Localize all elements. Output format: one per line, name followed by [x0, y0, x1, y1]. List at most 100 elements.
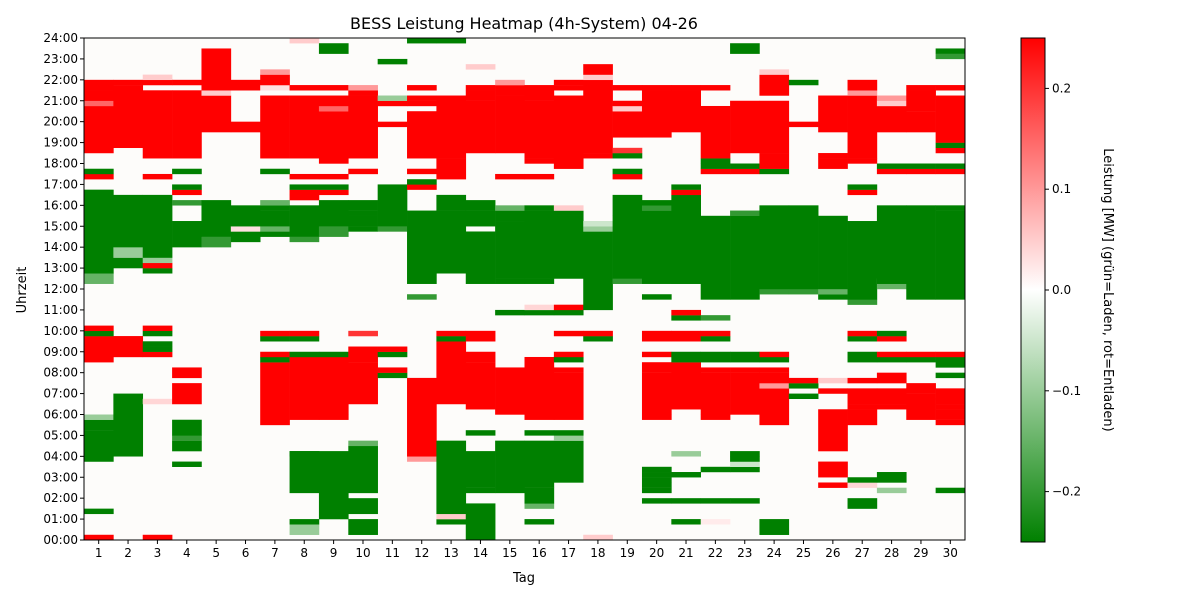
heatmap-cell [876, 163, 907, 169]
heatmap-cell [318, 451, 349, 520]
heatmap-cell [876, 388, 907, 405]
heatmap-cell [495, 173, 525, 180]
heatmap-cell [260, 336, 290, 342]
heatmap-cell [524, 414, 555, 420]
heatmap-cell [583, 534, 613, 541]
heatmap-cell [289, 205, 320, 237]
heatmap-cell [847, 95, 878, 159]
heatmap-cell [759, 289, 790, 295]
heatmap-cell [524, 356, 555, 415]
heatmap-cell [318, 43, 349, 54]
heatmap-cell [524, 210, 555, 279]
x-axis-label: Tag [512, 571, 535, 586]
heatmap-cell [172, 189, 202, 196]
heatmap-cell [318, 200, 349, 227]
x-tick-label: 23 [737, 546, 752, 560]
y-tick-label: 13:00 [43, 261, 78, 275]
heatmap-cell [906, 168, 936, 175]
heatmap-cell [700, 414, 731, 420]
heatmap-cell [465, 85, 496, 91]
chart-title: BESS Leistung Heatmap (4h-System) 04-26 [350, 14, 698, 33]
heatmap-cell [583, 79, 613, 154]
heatmap-cell [759, 69, 790, 75]
heatmap-cell [377, 100, 408, 107]
heatmap-cell [818, 482, 848, 488]
x-tick-label: 6 [242, 546, 250, 560]
heatmap-cell [201, 48, 232, 91]
heatmap-cell [172, 200, 202, 206]
heatmap-cell [759, 356, 790, 363]
heatmap-cell [818, 158, 848, 169]
heatmap-cell [906, 388, 936, 394]
x-tick-label: 20 [649, 546, 664, 560]
heatmap-cell [465, 64, 496, 70]
heatmap-cell [876, 100, 907, 107]
heatmap-cell [935, 388, 966, 400]
heatmap-cell [142, 534, 173, 541]
heatmap-cell [553, 435, 584, 441]
heatmap-cell [583, 221, 613, 227]
heatmap-cell [348, 85, 378, 91]
heatmap-cell [553, 85, 584, 91]
heatmap-cell [700, 105, 731, 117]
heatmap-cell [935, 147, 966, 154]
heatmap-cell [172, 440, 202, 452]
heatmap-cell [289, 173, 320, 180]
heatmap-cell [230, 79, 261, 91]
x-tick-label: 17 [561, 546, 576, 560]
heatmap-cell [142, 173, 173, 180]
heatmap-cell [436, 330, 467, 337]
heatmap-cell [495, 95, 525, 154]
heatmap-cell [906, 163, 936, 169]
heatmap-cell [348, 215, 378, 227]
heatmap-cell [436, 95, 467, 159]
heatmap-cell [407, 210, 437, 274]
y-tick-label: 18:00 [43, 157, 78, 171]
heatmap-cell [407, 111, 437, 117]
heatmap-cell [641, 498, 672, 504]
heatmap-cell [84, 430, 114, 462]
heatmap-cell [348, 205, 378, 211]
heatmap-cell [671, 362, 701, 368]
heatmap-cell [260, 69, 290, 75]
heatmap-cell [318, 356, 349, 415]
heatmap-cell [847, 158, 878, 164]
y-tick-label: 16:00 [43, 198, 78, 212]
heatmap-cell [876, 105, 907, 133]
heatmap-cell [289, 38, 320, 44]
heatmap-cell [495, 309, 525, 316]
heatmap-cell [641, 200, 672, 206]
heatmap-cell [142, 341, 173, 347]
heatmap-cell [671, 189, 701, 196]
y-tick-label: 08:00 [43, 366, 78, 380]
heatmap-cell [377, 372, 408, 379]
heatmap-cell [289, 519, 320, 525]
heatmap-cell [553, 330, 584, 337]
heatmap-cell [876, 356, 907, 363]
heatmap-cell [553, 430, 584, 436]
heatmap-cell [113, 257, 144, 269]
heatmap-cell [289, 451, 320, 457]
x-tick-label: 7 [271, 546, 279, 560]
y-tick-label: 03:00 [43, 470, 78, 484]
heatmap-cell [583, 153, 613, 159]
heatmap-cell [436, 194, 467, 211]
x-tick-label: 29 [913, 546, 928, 560]
heatmap-cell [935, 168, 966, 175]
y-tick-label: 15:00 [43, 219, 78, 233]
heatmap-cell [407, 85, 437, 91]
heatmap-cell [289, 194, 320, 201]
heatmap-cell [260, 330, 290, 337]
heatmap-cell [553, 210, 584, 216]
x-tick-label: 14 [473, 546, 488, 560]
heatmap-cell [818, 215, 848, 290]
heatmap-cell [260, 205, 290, 211]
heatmap-cell [641, 362, 672, 373]
heatmap-cell [788, 205, 819, 290]
heatmap-cell [377, 346, 408, 352]
heatmap-cell [671, 451, 701, 457]
heatmap-cell [84, 168, 114, 175]
heatmap-cell [671, 330, 701, 342]
heatmap-cell [465, 451, 496, 488]
heatmap-cell [847, 351, 878, 358]
